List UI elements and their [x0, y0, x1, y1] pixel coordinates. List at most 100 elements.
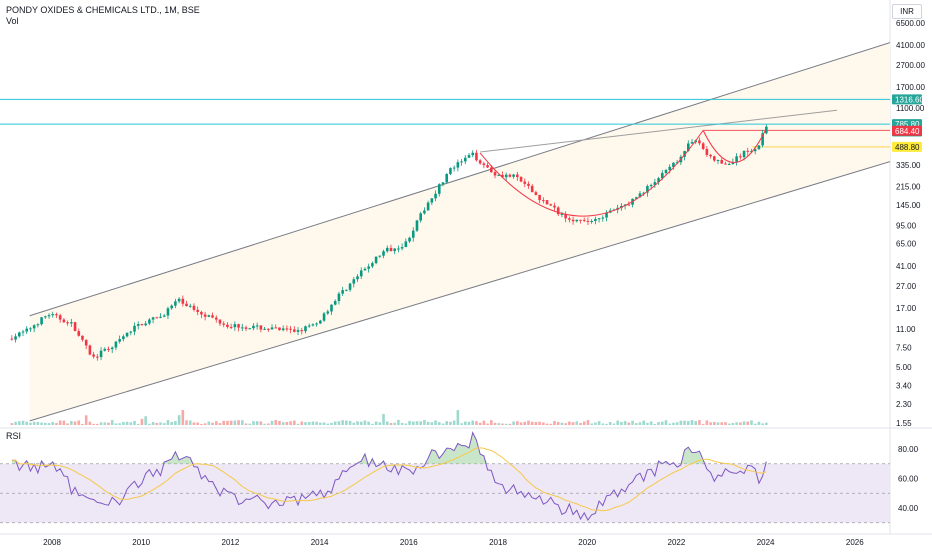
volume-bar — [207, 421, 211, 425]
volume-bar — [29, 422, 32, 425]
candle — [356, 274, 359, 282]
time-tick-label: 2016 — [400, 538, 418, 547]
candle-body — [181, 298, 185, 304]
volume-bar — [434, 420, 437, 425]
volume-bar — [326, 423, 330, 425]
volume-bar — [55, 422, 58, 425]
candle — [144, 321, 147, 327]
rsi-overbought-fill — [11, 432, 767, 464]
candle — [200, 310, 203, 319]
candle — [319, 319, 322, 324]
price-label: 1316.60 — [892, 94, 924, 105]
candle — [556, 206, 560, 217]
candle — [162, 313, 166, 318]
candle-body — [720, 160, 724, 164]
candle-body — [14, 336, 17, 340]
candle-body — [81, 335, 84, 340]
candle — [285, 325, 289, 332]
candle-body — [731, 162, 735, 164]
volume-bar — [281, 422, 285, 425]
candle — [44, 315, 47, 319]
candle — [10, 335, 14, 341]
volume-bar — [84, 415, 88, 425]
volume-bar — [36, 421, 40, 425]
candle-body — [467, 155, 471, 158]
volume-bar — [527, 420, 530, 425]
candle — [400, 243, 404, 251]
candle-body — [289, 328, 292, 330]
candle-body — [400, 247, 404, 249]
candle — [293, 326, 296, 333]
candle-body — [233, 324, 237, 328]
channel-fill — [29, 42, 890, 421]
candle — [590, 219, 593, 224]
volume-bar — [155, 422, 159, 425]
volume-bar — [739, 422, 742, 425]
price-label-text: 785.80 — [895, 120, 920, 129]
candle-body — [267, 328, 270, 330]
volume-bar — [240, 420, 244, 425]
candle — [140, 323, 144, 326]
candle — [486, 162, 489, 168]
candle-body — [322, 313, 326, 321]
candle-body — [445, 174, 449, 183]
candle — [267, 328, 270, 332]
candle-body — [739, 156, 742, 158]
symbol-title: PONDY OXIDES & CHEMICALS LTD., 1M, BSE — [6, 5, 200, 15]
candle-body — [133, 325, 136, 332]
volume-bar — [683, 420, 686, 425]
candle-body — [255, 325, 259, 327]
candle-body — [556, 207, 560, 215]
candle — [378, 255, 382, 259]
candle — [129, 330, 133, 336]
candle — [456, 159, 460, 172]
candle-body — [716, 160, 720, 162]
volume-bar — [612, 423, 616, 425]
candle-body — [519, 177, 523, 182]
candle-body — [203, 314, 207, 317]
candle — [32, 324, 36, 333]
candle-body — [393, 248, 396, 252]
candle — [226, 322, 229, 329]
candle — [579, 219, 582, 224]
channel-upper-line — [29, 42, 891, 317]
candle — [84, 339, 88, 350]
currency-button[interactable]: INR — [892, 4, 922, 19]
candle-body — [29, 328, 32, 330]
volume-bar — [356, 421, 359, 425]
candle-body — [107, 348, 110, 350]
volume-bar — [307, 422, 311, 425]
candle-body — [40, 317, 43, 325]
candle — [393, 248, 396, 255]
volume-bar — [452, 420, 456, 425]
candle-body — [490, 167, 493, 173]
volume-bar — [122, 421, 125, 425]
price-tick-label: 11.00 — [896, 325, 916, 334]
volume-bar — [605, 423, 608, 425]
volume-bar — [694, 421, 698, 425]
candle-body — [66, 322, 69, 324]
candle-body — [579, 219, 582, 221]
volume-bar — [267, 423, 270, 425]
candle-body — [51, 314, 55, 316]
candle-body — [672, 162, 675, 167]
volume-bar — [341, 420, 344, 425]
candle-body — [478, 160, 482, 164]
candle — [690, 138, 694, 145]
volume-bar — [70, 420, 73, 425]
price-tick-label: 1700.00 — [896, 83, 925, 92]
volume-bar — [25, 421, 29, 425]
candle-body — [698, 140, 701, 144]
price-tick-label: 145.00 — [896, 201, 921, 210]
volume-bar — [21, 420, 25, 425]
candle — [281, 325, 285, 332]
volume-bar — [330, 422, 333, 425]
candle — [214, 315, 218, 323]
candle-body — [750, 151, 753, 153]
candle — [77, 328, 81, 337]
candle — [698, 137, 701, 146]
candle — [133, 322, 136, 336]
candle — [501, 171, 504, 178]
candle-body — [449, 168, 452, 175]
